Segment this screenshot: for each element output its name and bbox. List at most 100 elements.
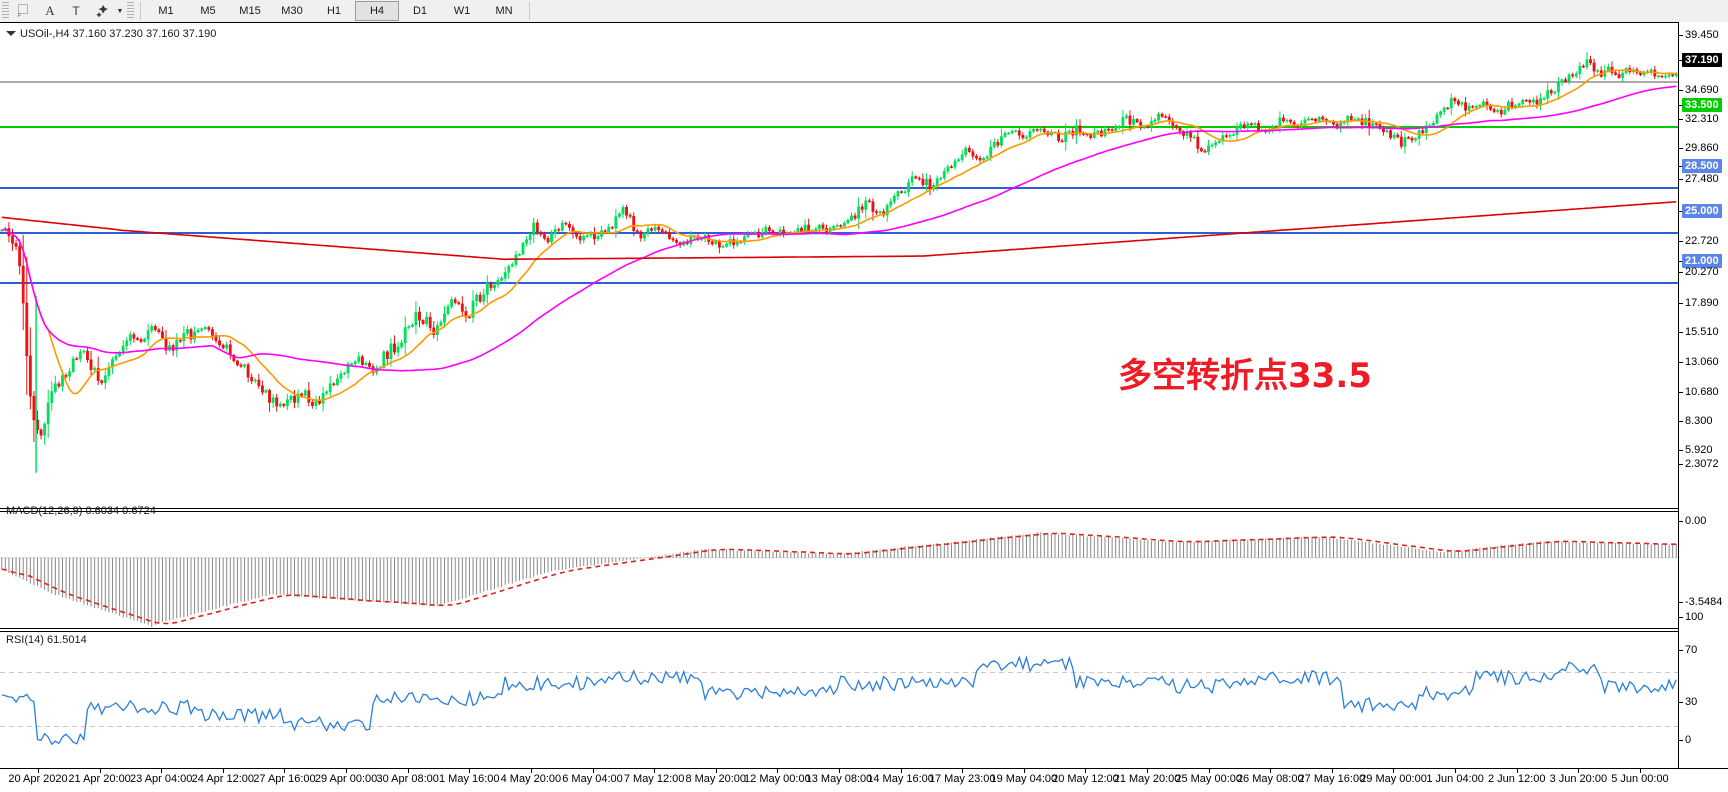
price-axis-label--3.5484: -3.5484: [1685, 596, 1723, 608]
timeframe-d1[interactable]: D1: [412, 5, 428, 17]
timeframe-w1[interactable]: W1: [453, 5, 471, 17]
time-axis-tick: [346, 769, 348, 773]
svg-text:F: F: [18, 13, 21, 18]
symbol-ohlc-label: USOil-,H4 37.160 37.230 37.160 37.190: [20, 28, 217, 40]
price-axis-label-25.000: 25.000: [1682, 204, 1722, 218]
time-axis-tick: [900, 769, 902, 773]
time-axis-tick: [838, 769, 840, 773]
time-axis-label: 27 May 16:00: [1298, 773, 1366, 785]
candlestick-series: [0, 52, 1678, 473]
time-axis-label: 17 May 23:00: [928, 773, 996, 785]
ma-orange: [1, 68, 1677, 401]
axis-tick: [1679, 119, 1683, 120]
price-axis-label-0.00: 0.00: [1685, 515, 1707, 527]
timeframe-mn[interactable]: MN: [495, 5, 513, 17]
timeframe-h1[interactable]: H1: [326, 5, 342, 17]
time-axis-label: 8 May 20:00: [685, 773, 747, 785]
price-axis-label-15.510: 15.510: [1685, 326, 1719, 338]
text-box-icon[interactable]: T: [72, 4, 80, 18]
time-axis-label: 21 May 20:00: [1113, 773, 1181, 785]
objects-icon[interactable]: [89, 1, 115, 21]
time-axis-label: 2 Jun 12:00: [1487, 773, 1546, 785]
rsi-label: RSI(14) 61.5014: [6, 634, 87, 646]
price-axis[interactable]: 39.450 37.190 34.690 33.500 32.310 29.860 28.5…: [1678, 22, 1728, 791]
axis-tick: [1679, 90, 1683, 91]
timeframe-m15[interactable]: M15: [239, 5, 261, 17]
price-axis-label-17.890: 17.890: [1685, 297, 1719, 309]
time-axis-label: 20 Apr 2020: [8, 773, 68, 785]
time-axis-label: 3 Jun 20:00: [1549, 773, 1608, 785]
time-axis-tick: [1639, 769, 1641, 773]
axis-tick: [1679, 303, 1683, 304]
time-axis-label: 12 May 00:00: [744, 773, 811, 785]
time-axis-tick: [1331, 769, 1333, 773]
chart-top-border: [0, 22, 1728, 23]
time-axis-label: 26 May 08:00: [1236, 773, 1304, 785]
price-axis-label-70: 70: [1685, 644, 1698, 656]
price-axis-label-27.480: 27.480: [1685, 173, 1719, 185]
toolbar-grip[interactable]: [2, 2, 9, 20]
chart-area[interactable]: USOil-,H4 37.160 37.230 37.160 37.190 MA…: [0, 22, 1728, 792]
price-axis-label-5.920: 5.920: [1685, 444, 1713, 456]
price-axis-label-39.450: 39.450: [1685, 29, 1719, 41]
time-axis-label: 4 May 20:00: [500, 773, 562, 785]
axis-tick: [1679, 148, 1683, 149]
axis-tick: [1679, 179, 1683, 180]
time-axis-tick: [469, 769, 471, 773]
time-axis-tick: [1455, 769, 1457, 773]
price-axis-label-29.860: 29.860: [1685, 142, 1719, 154]
time-axis-tick: [530, 769, 532, 773]
chart-annotation: 多空转折点33.5: [1118, 356, 1372, 396]
axis-tick: [1679, 60, 1683, 61]
axis-tick: [1679, 261, 1683, 262]
axis-tick: [1679, 105, 1683, 106]
price-axis-label-20.270: 20.270: [1685, 266, 1719, 278]
axis-tick: [1679, 464, 1683, 465]
time-axis-label: 29 Apr 00:00: [314, 773, 378, 785]
time-axis-tick: [777, 769, 779, 773]
grid-crosshair-icon[interactable]: F: [11, 1, 37, 21]
price-axis-label-37.190: 37.190: [1682, 53, 1722, 67]
axis-tick: [1679, 241, 1683, 242]
price-axis-label-34.690: 34.690: [1685, 84, 1719, 96]
time-axis-tick: [654, 769, 656, 773]
axis-tick: [1679, 211, 1683, 212]
macd-pane-top-border: [0, 508, 1728, 509]
time-axis-tick: [1085, 769, 1087, 773]
macd-signal-line: [1, 532, 1677, 625]
time-axis-tick: [592, 769, 594, 773]
time-axis-label: 19 May 04:00: [990, 773, 1058, 785]
time-axis-tick: [284, 769, 286, 773]
symbol-collapse-icon[interactable]: [6, 31, 16, 36]
time-axis-label: 21 Apr 20:00: [68, 773, 131, 785]
time-axis-tick: [407, 769, 409, 773]
time-axis-label: 29 May 00:00: [1360, 773, 1427, 785]
macd-pane[interactable]: [0, 512, 1678, 628]
axis-tick: [1679, 602, 1683, 603]
chevron-down-icon[interactable]: ▼: [116, 7, 124, 15]
axis-tick: [1679, 702, 1683, 703]
price-axis-label-0: 0: [1685, 734, 1692, 746]
timeframe-grip[interactable]: [127, 2, 134, 20]
price-pane[interactable]: [0, 44, 1678, 474]
timeframe-m30[interactable]: M30: [281, 5, 303, 17]
price-axis-label-100: 100: [1685, 611, 1704, 623]
timeframe-m1[interactable]: M1: [158, 5, 174, 17]
axis-tick: [1679, 740, 1683, 741]
price-axis-label-22.720: 22.720: [1685, 235, 1719, 247]
time-axis-label: 13 May 08:00: [805, 773, 873, 785]
timeframe-m5[interactable]: M5: [200, 5, 216, 17]
price-axis-label-21.000: 21.000: [1682, 254, 1722, 268]
rsi-pane[interactable]: [0, 632, 1678, 767]
time-axis-tick: [161, 769, 163, 773]
text-label-icon[interactable]: A: [45, 3, 55, 18]
time-axis-tick: [1578, 769, 1580, 773]
price-axis-label-2.3072: 2.3072: [1685, 458, 1719, 470]
timeframe-h4[interactable]: H4: [355, 1, 399, 21]
price-axis-label-33.500: 33.500: [1682, 98, 1722, 112]
time-axis-tick: [715, 769, 717, 773]
axis-tick: [1679, 521, 1683, 522]
time-axis-tick: [38, 769, 39, 773]
time-axis-tick: [99, 769, 101, 773]
time-axis[interactable]: 20 Apr 2020 21 Apr 20:00 23 Apr 04:00 24 Ap…: [0, 768, 1728, 792]
